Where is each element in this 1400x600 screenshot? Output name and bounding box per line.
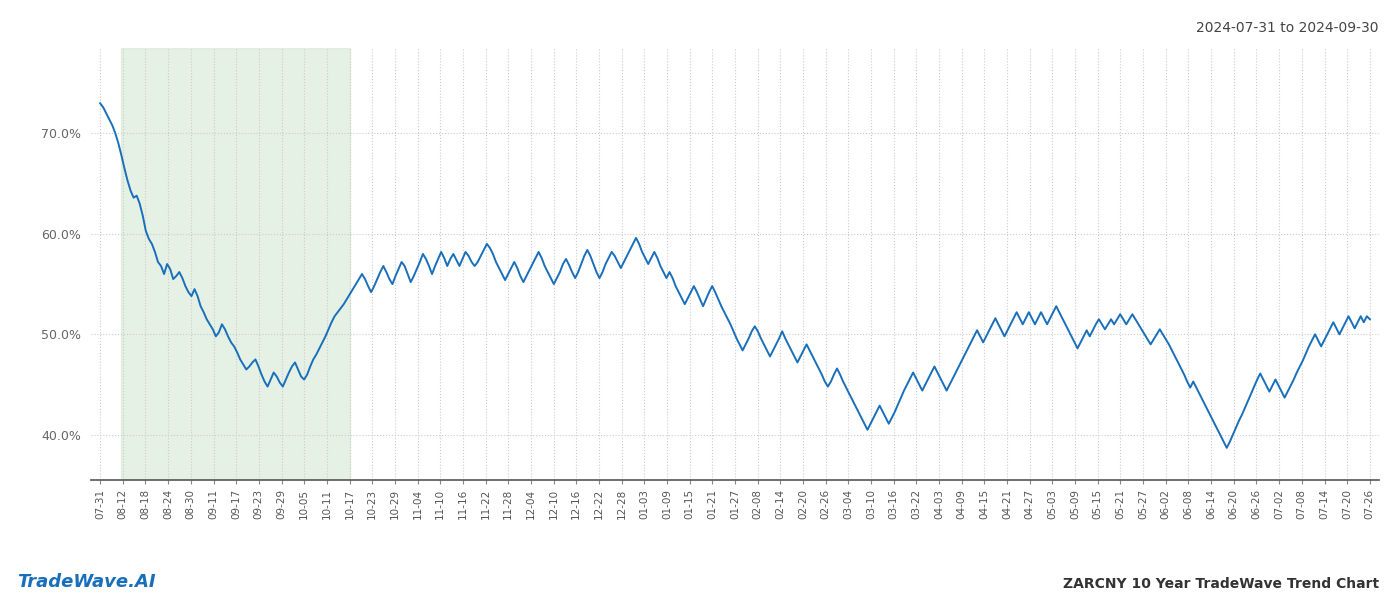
Bar <box>122 48 350 480</box>
Text: ZARCNY 10 Year TradeWave Trend Chart: ZARCNY 10 Year TradeWave Trend Chart <box>1063 577 1379 591</box>
Text: TradeWave.AI: TradeWave.AI <box>17 573 155 591</box>
Text: 2024-07-31 to 2024-09-30: 2024-07-31 to 2024-09-30 <box>1197 21 1379 35</box>
